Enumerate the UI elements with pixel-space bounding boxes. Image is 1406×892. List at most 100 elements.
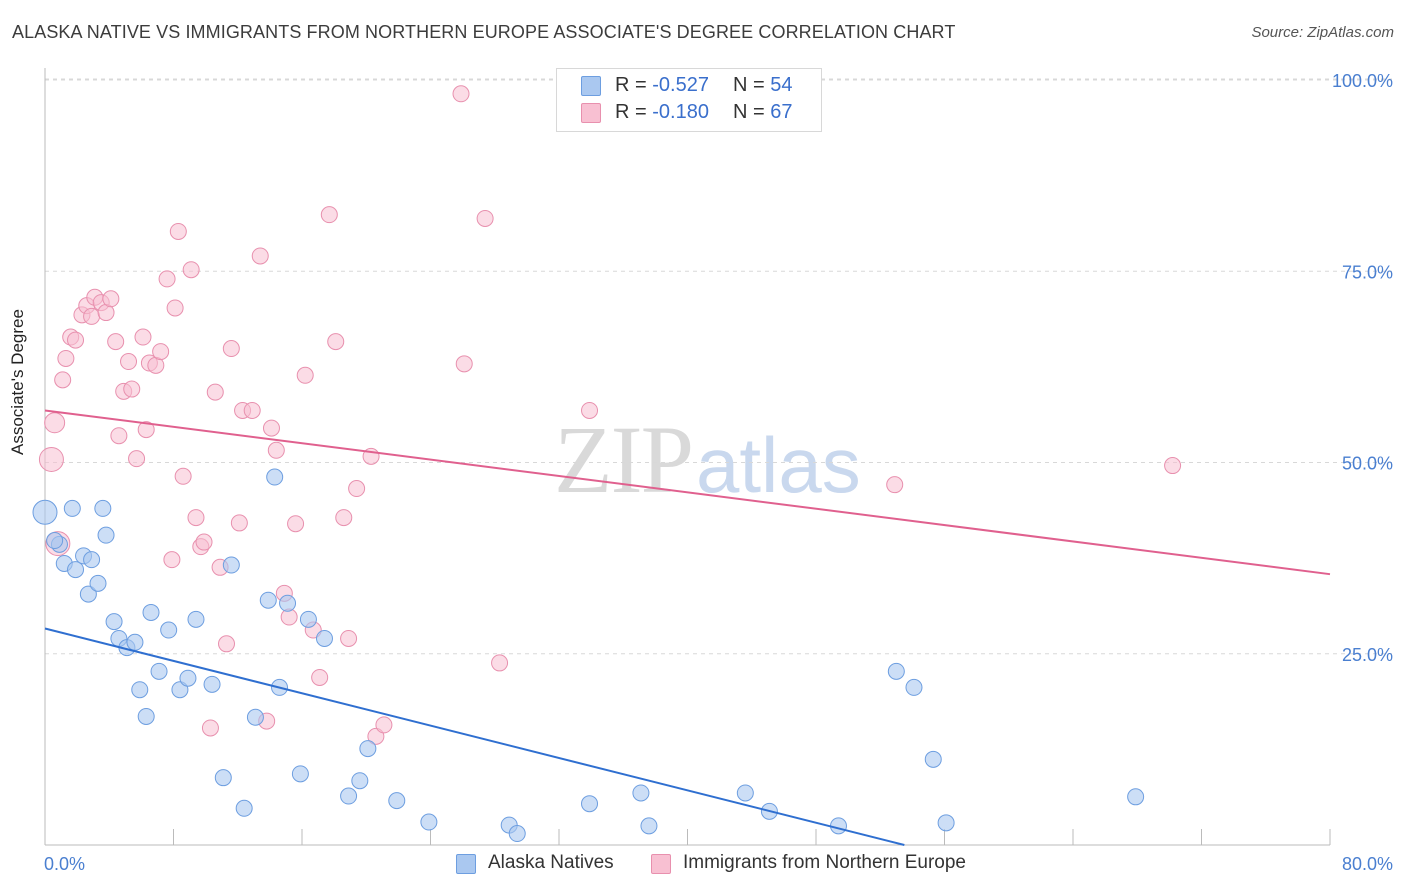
point-alaska-natives [179, 669, 197, 687]
point-northern-europe [110, 427, 128, 445]
point-northern-europe [311, 668, 329, 686]
point-northern-europe [128, 450, 146, 468]
point-alaska-natives [32, 499, 58, 525]
point-northern-europe [218, 635, 236, 653]
point-northern-europe [452, 85, 470, 103]
stats-legend: R = -0.527 N = 54 R = -0.180 N = 67 [556, 68, 822, 132]
point-northern-europe [327, 333, 345, 351]
point-alaska-natives [736, 784, 754, 802]
point-northern-europe [267, 441, 285, 459]
point-alaska-natives [291, 765, 309, 783]
point-northern-europe [455, 355, 473, 373]
watermark: ZIPatlas [554, 404, 861, 515]
point-alaska-natives [187, 610, 205, 628]
point-northern-europe [206, 383, 224, 401]
point-northern-europe [44, 412, 66, 434]
point-northern-europe [886, 476, 904, 494]
point-alaska-natives [359, 740, 377, 758]
point-alaska-natives [266, 468, 284, 486]
legend-swatch-alaska [456, 854, 476, 874]
point-northern-europe [287, 515, 305, 533]
point-alaska-natives [89, 574, 107, 592]
point-alaska-natives [581, 795, 599, 813]
point-alaska-natives [67, 561, 85, 579]
x-tick-label-min: 0.0% [44, 854, 85, 874]
point-northern-europe [476, 209, 494, 227]
point-alaska-natives [315, 629, 333, 647]
legend-label-alaska: Alaska Natives [488, 852, 614, 873]
point-alaska-natives [137, 707, 155, 725]
point-northern-europe [163, 551, 181, 569]
point-alaska-natives [235, 799, 253, 817]
point-alaska-natives [340, 787, 358, 805]
point-alaska-natives [222, 556, 240, 574]
r-value-alaska: -0.527 [652, 74, 709, 96]
point-alaska-natives [83, 551, 101, 569]
point-alaska-natives [508, 825, 526, 843]
point-alaska-natives [46, 532, 64, 550]
x-tick-label-max: 80.0% [1342, 854, 1393, 874]
point-northern-europe [137, 421, 155, 439]
point-northern-europe [222, 340, 240, 358]
y-tick-label: 50.0% [1342, 454, 1393, 474]
stats-swatch-europe [581, 103, 601, 123]
point-northern-europe [169, 222, 187, 240]
trend-line-alaska-natives [44, 627, 905, 846]
n-value-europe: 67 [770, 101, 793, 123]
y-axis-label: Associate's Degree [8, 309, 27, 455]
point-alaska-natives [105, 613, 123, 631]
stats-n-europe: N = 67 [733, 101, 793, 123]
point-alaska-natives [259, 591, 277, 609]
point-northern-europe [134, 328, 152, 346]
point-northern-europe [201, 719, 219, 737]
point-northern-europe [320, 206, 338, 224]
point-northern-europe [335, 509, 353, 527]
point-alaska-natives [203, 675, 221, 693]
point-alaska-natives [94, 499, 112, 517]
point-northern-europe [152, 343, 170, 361]
point-northern-europe [166, 299, 184, 317]
point-northern-europe [38, 446, 64, 472]
point-northern-europe [102, 290, 120, 308]
points-immigrants-northern-europe [38, 85, 1182, 745]
point-alaska-natives [131, 681, 149, 699]
point-northern-europe [54, 371, 72, 389]
point-northern-europe [182, 261, 200, 279]
point-northern-europe [262, 419, 280, 437]
axes [44, 68, 1331, 846]
legend-label-europe: Immigrants from Northern Europe [683, 852, 966, 873]
r-value-europe: -0.180 [652, 101, 709, 123]
point-alaska-natives [937, 814, 955, 832]
point-northern-europe [158, 270, 176, 288]
point-northern-europe [83, 307, 101, 325]
watermark-zip: ZIP [554, 406, 694, 513]
point-northern-europe [348, 480, 366, 498]
point-alaska-natives [79, 585, 97, 603]
point-northern-europe [251, 247, 269, 265]
point-northern-europe [195, 533, 213, 551]
point-northern-europe [67, 331, 85, 349]
point-alaska-natives [924, 750, 942, 768]
point-alaska-natives [246, 708, 264, 726]
legend-swatch-europe [651, 854, 671, 874]
y-tick-label: 75.0% [1342, 262, 1393, 282]
point-alaska-natives [279, 594, 297, 612]
tick-labels: 100.0% 75.0% 50.0% 25.0% 0.0% 80.0% [44, 71, 1393, 874]
point-alaska-natives [640, 817, 658, 835]
point-alaska-natives [299, 610, 317, 628]
point-northern-europe [187, 509, 205, 527]
point-alaska-natives [905, 678, 923, 696]
point-alaska-natives [126, 633, 144, 651]
y-tick-label: 100.0% [1332, 71, 1393, 91]
point-alaska-natives [150, 662, 168, 680]
stats-r-alaska: R = -0.527 [615, 74, 709, 96]
trend-lines [44, 409, 1331, 846]
point-northern-europe [123, 380, 141, 398]
point-alaska-natives [142, 603, 160, 621]
point-northern-europe [296, 366, 314, 384]
point-alaska-natives [887, 662, 905, 680]
point-northern-europe [243, 401, 261, 419]
point-northern-europe [491, 654, 509, 672]
point-alaska-natives [1127, 788, 1145, 806]
